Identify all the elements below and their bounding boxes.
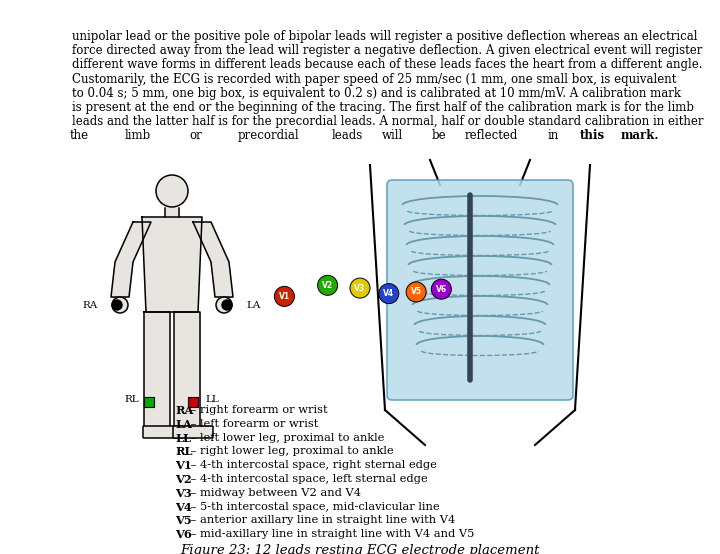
- Text: or: or: [189, 130, 202, 142]
- Text: different wave forms in different leads because each of these leads faces the he: different wave forms in different leads …: [72, 58, 703, 71]
- Circle shape: [350, 278, 370, 298]
- Text: LA: LA: [246, 300, 261, 310]
- Text: RL: RL: [175, 447, 192, 458]
- Text: – right lower leg, proximal to ankle: – right lower leg, proximal to ankle: [187, 447, 394, 456]
- Polygon shape: [111, 222, 151, 297]
- Text: V3: V3: [175, 488, 192, 499]
- FancyBboxPatch shape: [173, 426, 213, 438]
- Text: – left forearm or wrist: – left forearm or wrist: [187, 419, 318, 429]
- Circle shape: [216, 297, 232, 313]
- Text: V3: V3: [354, 284, 366, 293]
- Text: leads and the latter half is for the precordial leads. A normal, half or double : leads and the latter half is for the pre…: [72, 115, 703, 128]
- Circle shape: [379, 284, 399, 304]
- Circle shape: [406, 282, 426, 302]
- Circle shape: [112, 300, 122, 310]
- Text: V4: V4: [175, 501, 192, 512]
- Text: – anterior axillary line in straight line with V4: – anterior axillary line in straight lin…: [187, 515, 455, 525]
- Text: will: will: [382, 130, 403, 142]
- FancyBboxPatch shape: [387, 180, 573, 400]
- Text: V5: V5: [175, 515, 192, 526]
- Text: V6: V6: [436, 285, 447, 294]
- Text: this: this: [580, 130, 605, 142]
- Text: to 0.04 s; 5 mm, one big box, is equivalent to 0.2 s) and is calibrated at 10 mm: to 0.04 s; 5 mm, one big box, is equival…: [72, 87, 681, 100]
- Text: LL: LL: [175, 433, 191, 444]
- Polygon shape: [174, 312, 200, 427]
- Text: force directed away from the lead will register a negative deflection. A given e: force directed away from the lead will r…: [72, 44, 703, 57]
- Text: LL: LL: [205, 394, 219, 403]
- Circle shape: [156, 175, 188, 207]
- Text: – mid-axillary line in straight line with V4 and V5: – mid-axillary line in straight line wit…: [187, 529, 474, 539]
- Text: reflected: reflected: [464, 130, 518, 142]
- Circle shape: [222, 300, 232, 310]
- Text: leads: leads: [331, 130, 362, 142]
- Circle shape: [274, 286, 294, 306]
- Text: Figure 23: 12 leads resting ECG electrode placement: Figure 23: 12 leads resting ECG electrod…: [180, 544, 540, 554]
- FancyBboxPatch shape: [188, 397, 198, 407]
- Text: V6: V6: [175, 529, 192, 540]
- Text: – left lower leg, proximal to ankle: – left lower leg, proximal to ankle: [187, 433, 384, 443]
- Text: – 5-th intercostal space, mid-clavicular line: – 5-th intercostal space, mid-clavicular…: [187, 501, 440, 511]
- FancyBboxPatch shape: [144, 397, 154, 407]
- Text: mark.: mark.: [621, 130, 659, 142]
- Text: V2: V2: [175, 474, 192, 485]
- Text: RA: RA: [83, 300, 98, 310]
- Text: the: the: [70, 130, 89, 142]
- Text: RA: RA: [175, 405, 194, 416]
- Circle shape: [318, 275, 338, 295]
- Text: – 4-th intercostal space, left sternal edge: – 4-th intercostal space, left sternal e…: [187, 474, 428, 484]
- Text: – right forearm or wrist: – right forearm or wrist: [187, 405, 328, 415]
- Text: V4: V4: [383, 289, 395, 298]
- Circle shape: [112, 297, 128, 313]
- Text: limb: limb: [125, 130, 150, 142]
- Text: V5: V5: [410, 288, 422, 296]
- Polygon shape: [165, 208, 179, 217]
- Circle shape: [431, 279, 451, 299]
- Text: precordial: precordial: [238, 130, 300, 142]
- Polygon shape: [193, 222, 233, 297]
- Polygon shape: [144, 312, 170, 427]
- Text: V1: V1: [279, 292, 290, 301]
- Text: is present at the end or the beginning of the tracing. The first half of the cal: is present at the end or the beginning o…: [72, 101, 694, 114]
- Text: Customarily, the ECG is recorded with paper speed of 25 mm/sec (1 mm, one small : Customarily, the ECG is recorded with pa…: [72, 73, 676, 86]
- Polygon shape: [142, 217, 202, 312]
- Text: RL: RL: [125, 394, 139, 403]
- Text: be: be: [432, 130, 446, 142]
- Text: unipolar lead or the positive pole of bipolar leads will register a positive def: unipolar lead or the positive pole of bi…: [72, 30, 698, 43]
- Text: V1: V1: [175, 460, 192, 471]
- Text: LA: LA: [175, 419, 192, 430]
- FancyBboxPatch shape: [143, 426, 183, 438]
- Text: – midway between V2 and V4: – midway between V2 and V4: [187, 488, 361, 498]
- Text: – 4-th intercostal space, right sternal edge: – 4-th intercostal space, right sternal …: [187, 460, 437, 470]
- Text: in: in: [547, 130, 559, 142]
- Text: V2: V2: [322, 281, 333, 290]
